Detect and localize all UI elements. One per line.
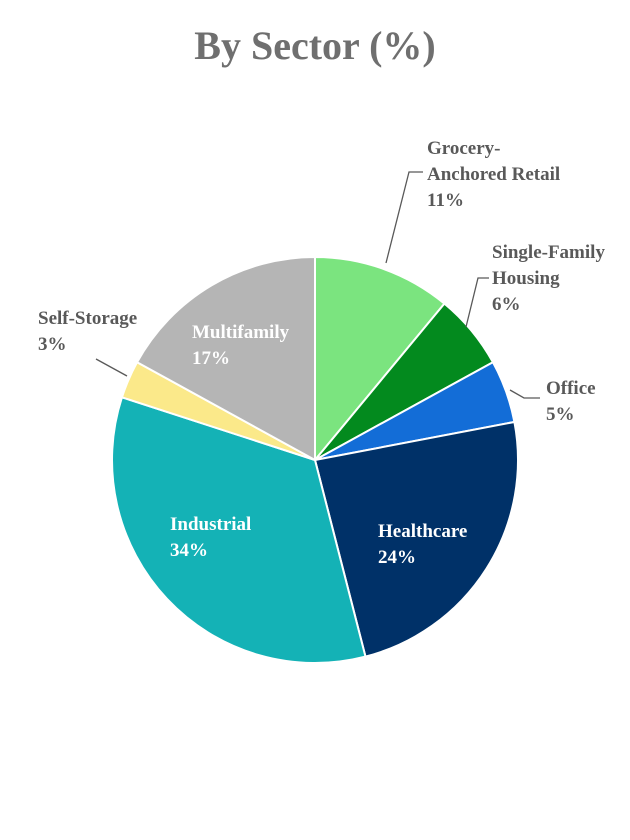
data-label-grocery-anchored-retail: Grocery-Anchored Retail 11% <box>427 138 560 211</box>
data-label-industrial: Industrial 34% <box>170 514 251 561</box>
leader-line-office <box>509 389 540 399</box>
pie-slice-industrial[interactable] <box>111 396 367 664</box>
pie-labels: Grocery-Anchored Retail 11% Single-Family H… <box>38 138 605 568</box>
leader-line-self-storage <box>95 358 128 377</box>
data-label-office: Office 5% <box>546 378 596 425</box>
data-label-single-family-housing: Single-Family Housing 6% <box>492 242 605 315</box>
leader-line-grocery-anchored-retail <box>385 171 423 264</box>
pie-slices <box>111 256 519 664</box>
data-label-self-storage: Self-Storage 3% <box>38 308 137 355</box>
data-label-healthcare: Healthcare 24% <box>378 521 467 568</box>
pie-slice-grocery-anchored-retail[interactable] <box>314 256 446 461</box>
leader-line-single-family-housing <box>465 277 489 328</box>
pie-slice-multifamily[interactable] <box>136 256 316 461</box>
pie-slice-healthcare[interactable] <box>314 420 519 658</box>
chart-title: By Sector (%) <box>194 23 436 68</box>
data-label-multifamily: Multifamily 17% <box>192 322 290 369</box>
